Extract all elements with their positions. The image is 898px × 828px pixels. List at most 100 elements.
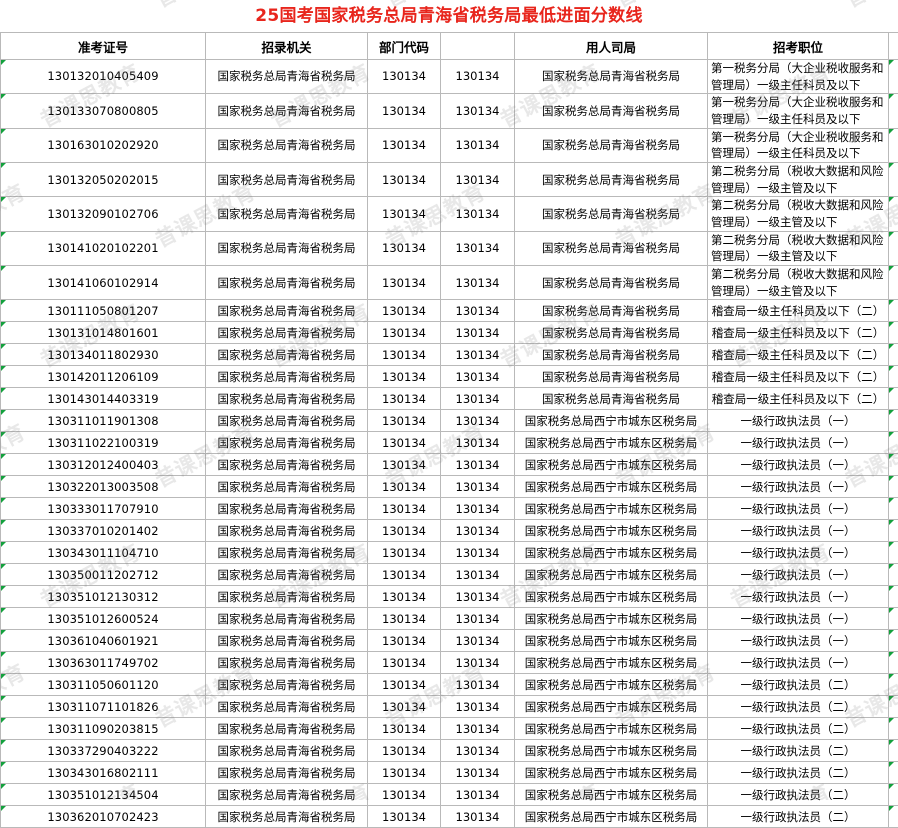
cell-employer-bureau[interactable]: 国家税务总局西宁市城东区税务局 xyxy=(515,608,708,630)
cell-position-code[interactable]: 300110002001 xyxy=(889,432,898,454)
cell-dept-code-2[interactable]: 130134 xyxy=(441,652,515,674)
cell-exam-no[interactable]: 130143014403319 xyxy=(1,388,206,410)
cell-employer-bureau[interactable]: 国家税务总局青海省税务局 xyxy=(515,197,708,231)
cell-recruit-org[interactable]: 国家税务总局青海省税务局 xyxy=(206,696,368,718)
cell-dept-code[interactable]: 130134 xyxy=(368,520,441,542)
cell-dept-code[interactable]: 130134 xyxy=(368,432,441,454)
cell-dept-code-2[interactable]: 130134 xyxy=(441,476,515,498)
cell-recruit-org[interactable]: 国家税务总局青海省税务局 xyxy=(206,520,368,542)
cell-position-code[interactable]: 300110002002 xyxy=(889,696,898,718)
cell-position-code[interactable]: 300110000004 xyxy=(889,344,898,366)
cell-position-code[interactable]: 300110002001 xyxy=(889,608,898,630)
cell-position[interactable]: 第一税务分局（大企业税收服务和管理局）一级主任科员及以下 xyxy=(708,128,889,162)
cell-employer-bureau[interactable]: 国家税务总局西宁市城东区税务局 xyxy=(515,696,708,718)
cell-dept-code-2[interactable]: 130134 xyxy=(441,498,515,520)
cell-employer-bureau[interactable]: 国家税务总局西宁市城东区税务局 xyxy=(515,564,708,586)
cell-employer-bureau[interactable]: 国家税务总局西宁市城东区税务局 xyxy=(515,652,708,674)
cell-recruit-org[interactable]: 国家税务总局青海省税务局 xyxy=(206,674,368,696)
cell-recruit-org[interactable]: 国家税务总局青海省税务局 xyxy=(206,564,368,586)
cell-dept-code-2[interactable]: 130134 xyxy=(441,542,515,564)
cell-exam-no[interactable]: 130337010201402 xyxy=(1,520,206,542)
cell-dept-code[interactable]: 130134 xyxy=(368,608,441,630)
cell-dept-code[interactable]: 130134 xyxy=(368,410,441,432)
cell-position-code[interactable]: 300110002002 xyxy=(889,806,898,828)
cell-position[interactable]: 一级行政执法员（一） xyxy=(708,586,889,608)
cell-position-code[interactable]: 300110002001 xyxy=(889,586,898,608)
cell-position-code[interactable]: 300110000002 xyxy=(889,266,898,300)
cell-dept-code-2[interactable]: 130134 xyxy=(441,388,515,410)
cell-employer-bureau[interactable]: 国家税务总局西宁市城东区税务局 xyxy=(515,498,708,520)
cell-employer-bureau[interactable]: 国家税务总局青海省税务局 xyxy=(515,94,708,128)
cell-position[interactable]: 一级行政执法员（二） xyxy=(708,674,889,696)
cell-position[interactable]: 第二税务分局（税收大数据和风险管理局）一级主管及以下 xyxy=(708,163,889,197)
cell-dept-code-2[interactable]: 130134 xyxy=(441,432,515,454)
cell-employer-bureau[interactable]: 国家税务总局西宁市城东区税务局 xyxy=(515,454,708,476)
cell-recruit-org[interactable]: 国家税务总局青海省税务局 xyxy=(206,197,368,231)
cell-dept-code-2[interactable]: 130134 xyxy=(441,608,515,630)
cell-exam-no[interactable]: 130337290403222 xyxy=(1,740,206,762)
cell-dept-code-2[interactable]: 130134 xyxy=(441,197,515,231)
cell-position[interactable]: 第二税务分局（税收大数据和风险管理局）一级主管及以下 xyxy=(708,197,889,231)
cell-employer-bureau[interactable]: 国家税务总局青海省税务局 xyxy=(515,388,708,410)
cell-dept-code-2[interactable]: 130134 xyxy=(441,231,515,265)
cell-position[interactable]: 一级行政执法员（一） xyxy=(708,652,889,674)
cell-recruit-org[interactable]: 国家税务总局青海省税务局 xyxy=(206,344,368,366)
cell-position-code[interactable]: 300110002001 xyxy=(889,652,898,674)
cell-exam-no[interactable]: 130163010202920 xyxy=(1,128,206,162)
cell-recruit-org[interactable]: 国家税务总局青海省税务局 xyxy=(206,163,368,197)
cell-dept-code[interactable]: 130134 xyxy=(368,94,441,128)
cell-position-code[interactable]: 300110000004 xyxy=(889,388,898,410)
cell-exam-no[interactable]: 130131014801601 xyxy=(1,322,206,344)
cell-dept-code[interactable]: 130134 xyxy=(368,740,441,762)
cell-position-code[interactable]: 300110000001 xyxy=(889,128,898,162)
cell-dept-code[interactable]: 130134 xyxy=(368,300,441,322)
cell-exam-no[interactable]: 130142011206109 xyxy=(1,366,206,388)
cell-recruit-org[interactable]: 国家税务总局青海省税务局 xyxy=(206,231,368,265)
cell-position[interactable]: 一级行政执法员（一） xyxy=(708,410,889,432)
cell-dept-code-2[interactable]: 130134 xyxy=(441,740,515,762)
cell-employer-bureau[interactable]: 国家税务总局青海省税务局 xyxy=(515,344,708,366)
cell-dept-code[interactable]: 130134 xyxy=(368,630,441,652)
cell-position[interactable]: 第二税务分局（税收大数据和风险管理局）一级主管及以下 xyxy=(708,266,889,300)
cell-dept-code-2[interactable]: 130134 xyxy=(441,163,515,197)
cell-position-code[interactable]: 300110002001 xyxy=(889,476,898,498)
cell-position-code[interactable]: 300110002002 xyxy=(889,674,898,696)
cell-position[interactable]: 一级行政执法员（一） xyxy=(708,520,889,542)
cell-employer-bureau[interactable]: 国家税务总局西宁市城东区税务局 xyxy=(515,432,708,454)
cell-exam-no[interactable]: 130132010405409 xyxy=(1,60,206,94)
cell-position[interactable]: 一级行政执法员（二） xyxy=(708,696,889,718)
cell-position[interactable]: 一级行政执法员（二） xyxy=(708,784,889,806)
cell-dept-code-2[interactable]: 130134 xyxy=(441,520,515,542)
cell-dept-code-2[interactable]: 130134 xyxy=(441,762,515,784)
cell-position[interactable]: 一级行政执法员（一） xyxy=(708,630,889,652)
cell-exam-no[interactable]: 130351012130312 xyxy=(1,586,206,608)
cell-recruit-org[interactable]: 国家税务总局青海省税务局 xyxy=(206,476,368,498)
cell-dept-code[interactable]: 130134 xyxy=(368,542,441,564)
cell-employer-bureau[interactable]: 国家税务总局西宁市城东区税务局 xyxy=(515,740,708,762)
cell-position[interactable]: 稽查局一级主任科员及以下（二） xyxy=(708,344,889,366)
cell-employer-bureau[interactable]: 国家税务总局青海省税务局 xyxy=(515,231,708,265)
cell-employer-bureau[interactable]: 国家税务总局西宁市城东区税务局 xyxy=(515,520,708,542)
cell-dept-code[interactable]: 130134 xyxy=(368,197,441,231)
cell-position[interactable]: 一级行政执法员（一） xyxy=(708,476,889,498)
cell-dept-code-2[interactable]: 130134 xyxy=(441,344,515,366)
cell-exam-no[interactable]: 130311071101826 xyxy=(1,696,206,718)
cell-position[interactable]: 一级行政执法员（二） xyxy=(708,718,889,740)
cell-employer-bureau[interactable]: 国家税务总局青海省税务局 xyxy=(515,163,708,197)
cell-position-code[interactable]: 300110002001 xyxy=(889,410,898,432)
cell-dept-code-2[interactable]: 130134 xyxy=(441,410,515,432)
cell-dept-code-2[interactable]: 130134 xyxy=(441,366,515,388)
cell-exam-no[interactable]: 130351012600524 xyxy=(1,608,206,630)
cell-exam-no[interactable]: 130343016802111 xyxy=(1,762,206,784)
cell-dept-code-2[interactable]: 130134 xyxy=(441,674,515,696)
cell-position-code[interactable]: 300110000002 xyxy=(889,231,898,265)
cell-dept-code[interactable]: 130134 xyxy=(368,762,441,784)
cell-exam-no[interactable]: 130141060102914 xyxy=(1,266,206,300)
cell-dept-code[interactable]: 130134 xyxy=(368,652,441,674)
cell-dept-code-2[interactable]: 130134 xyxy=(441,806,515,828)
cell-position-code[interactable]: 300110002002 xyxy=(889,784,898,806)
cell-dept-code[interactable]: 130134 xyxy=(368,128,441,162)
cell-employer-bureau[interactable]: 国家税务总局青海省税务局 xyxy=(515,366,708,388)
cell-dept-code[interactable]: 130134 xyxy=(368,322,441,344)
cell-dept-code-2[interactable]: 130134 xyxy=(441,322,515,344)
